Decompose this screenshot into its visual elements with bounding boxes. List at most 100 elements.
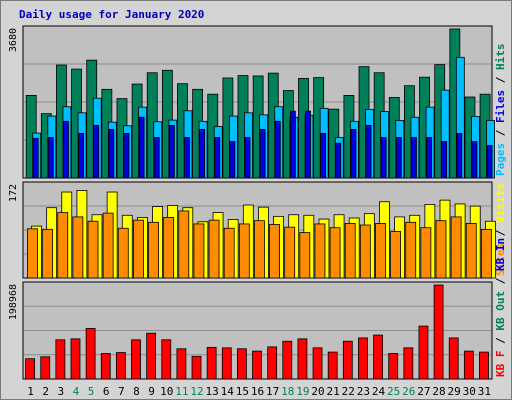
bar-sites-day-25: [390, 231, 401, 279]
day-label-17: 17: [266, 385, 279, 398]
day-label-8: 8: [133, 385, 140, 398]
legend-hits: Hits: [494, 44, 507, 71]
bar-pages-day-6: [108, 129, 115, 179]
y-max-label: 198968: [8, 284, 19, 320]
legend-separator: /: [494, 223, 507, 243]
bar-pages-day-28: [441, 141, 448, 179]
day-label-12: 12: [190, 385, 203, 398]
bar-sites-day-4: [72, 216, 84, 279]
bar-sites-day-8: [133, 219, 144, 279]
day-label-6: 6: [103, 385, 110, 398]
bar-sites-day-5: [87, 220, 99, 279]
bar-sites-day-19: [299, 232, 311, 279]
day-label-31: 31: [478, 385, 491, 398]
bar-kb-f-day-13: [206, 346, 217, 380]
bar-sites-day-23: [359, 224, 371, 279]
bar-sites-day-27: [420, 227, 432, 279]
bar-pages-day-14: [229, 141, 236, 179]
chart-title: Daily usage for January 2020: [19, 8, 205, 21]
bar-pages-day-24: [380, 137, 387, 179]
day-label-26: 26: [402, 385, 415, 398]
bar-kb-f-day-5: [85, 328, 96, 380]
panel-1: 3680 Pages / Files / Hits: [8, 25, 507, 179]
legend-separator: /: [494, 271, 507, 291]
bar-kb-f-day-31: [479, 351, 489, 380]
bar-sites-day-24: [375, 222, 386, 279]
bar-pages-day-5: [93, 124, 100, 179]
legend-files: Files: [494, 90, 507, 123]
bar-pages-day-2: [47, 137, 54, 179]
bar-sites-day-7: [117, 227, 129, 279]
bar-kb-f-day-28: [433, 284, 444, 380]
bar-sites-day-28: [435, 220, 447, 279]
day-label-27: 27: [417, 385, 430, 398]
day-label-3: 3: [58, 385, 65, 398]
day-label-20: 20: [311, 385, 324, 398]
bar-sites-day-2: [42, 228, 54, 279]
legend-kb-in: KB In: [494, 238, 507, 271]
bar-pages-day-30: [471, 141, 478, 179]
bar-pages-day-11: [184, 137, 190, 179]
bar-kb-f-day-1: [25, 358, 36, 380]
bar-kb-f-day-2: [40, 356, 51, 380]
day-label-16: 16: [251, 385, 264, 398]
bar-sites-day-17: [269, 224, 280, 279]
bar-kb-f-day-4: [70, 338, 81, 380]
day-label-7: 7: [118, 385, 125, 398]
bar-kb-f-day-3: [55, 339, 66, 380]
bar-kb-f-day-25: [388, 353, 399, 380]
legend-separator: /: [494, 331, 507, 351]
legend-pages: Pages: [494, 143, 507, 176]
panel-2: 172 Sites / Visits: [8, 181, 507, 279]
bar-pages-day-17: [274, 120, 281, 179]
day-label-9: 9: [148, 385, 155, 398]
day-label-5: 5: [88, 385, 95, 398]
bar-kb-f-day-17: [267, 346, 278, 380]
bar-kb-f-day-7: [115, 352, 126, 380]
day-label-25: 25: [387, 385, 400, 398]
bar-pages-day-19: [305, 110, 311, 179]
bar-sites-day-29: [450, 216, 462, 279]
day-label-13: 13: [205, 385, 218, 398]
legend-kb-out: KB Out: [494, 291, 507, 331]
bar-sites-day-11: [178, 210, 190, 279]
y-max-label: 3680: [8, 28, 19, 52]
day-label-28: 28: [432, 385, 445, 398]
bar-pages-day-18: [289, 110, 296, 179]
day-label-22: 22: [342, 385, 355, 398]
bar-pages-day-31: [486, 145, 493, 179]
bar-pages-day-22: [350, 129, 357, 179]
bar-sites-day-21: [329, 227, 341, 279]
legend-sites: Sites: [494, 243, 507, 276]
bar-sites-day-16: [254, 220, 265, 279]
bar-pages-day-8: [138, 116, 145, 179]
bar-pages-day-9: [153, 137, 160, 179]
day-label-10: 10: [160, 385, 173, 398]
bar-kb-f-day-27: [418, 325, 429, 380]
bar-kb-f-day-9: [146, 332, 157, 380]
bar-pages-day-10: [168, 124, 175, 179]
day-label-11: 11: [175, 385, 188, 398]
bar-kb-f-day-30: [463, 350, 474, 380]
bar-kb-f-day-19: [297, 338, 308, 380]
bar-sites-day-18: [284, 226, 296, 279]
bar-sites-day-22: [344, 222, 356, 279]
bar-kb-f-day-24: [373, 334, 383, 380]
bar-kb-f-day-20: [312, 347, 323, 380]
bar-kb-f-day-18: [282, 340, 293, 380]
bar-pages-day-7: [123, 133, 130, 179]
bar-sites-day-13: [208, 219, 220, 279]
day-label-15: 15: [236, 385, 249, 398]
bar-sites-day-10: [163, 217, 175, 279]
legend-separator: /: [494, 70, 507, 90]
bar-pages-day-4: [78, 133, 84, 179]
legend-kb-f: KB F: [494, 351, 507, 378]
bar-kb-f-day-16: [252, 350, 262, 380]
bar-kb-f-day-8: [131, 339, 141, 380]
series-legend: KB F / KB Out / KB In: [494, 238, 507, 377]
bar-kb-f-day-6: [100, 353, 111, 380]
bar-kb-f-day-21: [327, 351, 338, 380]
bar-pages-day-12: [199, 129, 206, 179]
